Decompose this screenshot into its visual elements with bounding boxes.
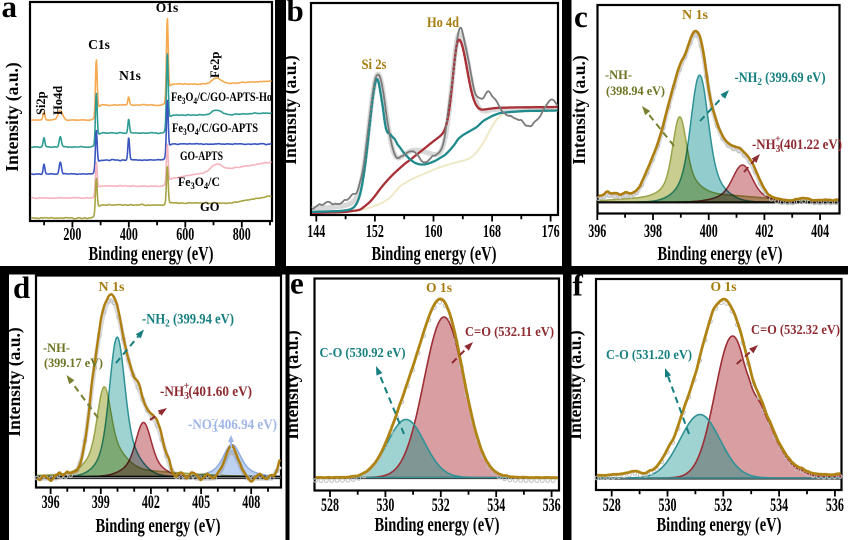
svg-text:-NH2 (399.94 eV): -NH2 (399.94 eV) xyxy=(142,312,234,330)
svg-text:Intensity (a.u.): Intensity (a.u.) xyxy=(282,330,302,440)
svg-text:396: 396 xyxy=(42,492,60,513)
svg-text:Intensity (a.u.): Intensity (a.u.) xyxy=(565,330,585,440)
svg-text:528: 528 xyxy=(321,495,339,516)
svg-text:GO: GO xyxy=(200,200,220,214)
svg-text:a: a xyxy=(2,0,18,24)
svg-text:-NH-: -NH- xyxy=(43,341,70,355)
svg-text:d: d xyxy=(13,270,30,305)
svg-text:C1s: C1s xyxy=(88,37,110,52)
svg-text:534: 534 xyxy=(487,495,505,516)
svg-text:C-O (531.20 eV): C-O (531.20 eV) xyxy=(606,347,692,362)
svg-text:400: 400 xyxy=(120,224,138,244)
svg-text:-NH3+(401.22 eV): -NH3+(401.22 eV) xyxy=(752,133,842,155)
svg-text:528: 528 xyxy=(603,495,621,516)
svg-text:Fe3O4/C: Fe3O4/C xyxy=(178,175,220,191)
svg-text:402: 402 xyxy=(142,492,160,513)
svg-text:405: 405 xyxy=(192,492,210,513)
svg-text:Fe3O4/C/GO-APTS-Ho: Fe3O4/C/GO-APTS-Ho xyxy=(171,90,272,106)
svg-text:532: 532 xyxy=(714,495,732,516)
svg-text:Intensity (a.u.): Intensity (a.u.) xyxy=(2,62,22,172)
svg-text:530: 530 xyxy=(376,495,394,516)
svg-text:176: 176 xyxy=(542,221,560,241)
svg-text:(398.94 eV): (398.94 eV) xyxy=(606,84,665,98)
svg-text:168: 168 xyxy=(483,221,501,241)
svg-text:O 1s: O 1s xyxy=(426,281,453,296)
svg-text:e: e xyxy=(290,266,304,301)
svg-text:536: 536 xyxy=(826,495,844,516)
svg-text:Si2p: Si2p xyxy=(34,91,48,115)
svg-text:408: 408 xyxy=(242,492,260,513)
svg-text:200: 200 xyxy=(63,224,81,244)
svg-text:402: 402 xyxy=(755,221,773,242)
svg-text:144: 144 xyxy=(307,221,325,241)
svg-text:398: 398 xyxy=(644,221,662,242)
svg-text:160: 160 xyxy=(424,221,442,241)
svg-text:f: f xyxy=(573,268,584,303)
svg-text:Fe3O4/C/GO-APTS: Fe3O4/C/GO-APTS xyxy=(172,121,258,137)
svg-text:b: b xyxy=(287,0,304,28)
svg-text:N1s: N1s xyxy=(119,68,141,83)
svg-text:Fe2p: Fe2p xyxy=(208,52,222,78)
svg-text:Binding energy (eV): Binding energy (eV) xyxy=(658,244,783,265)
svg-text:Intensity (a.u.): Intensity (a.u.) xyxy=(4,327,24,437)
svg-text:C=O (532.32 eV): C=O (532.32 eV) xyxy=(751,322,840,337)
svg-text:C=O (532.11 eV): C=O (532.11 eV) xyxy=(465,324,554,339)
svg-text:399: 399 xyxy=(92,492,110,513)
svg-text:152: 152 xyxy=(366,221,384,241)
svg-text:c: c xyxy=(574,0,588,34)
svg-text:532: 532 xyxy=(432,495,450,516)
svg-text:(399.17 eV): (399.17 eV) xyxy=(44,356,103,370)
svg-text:N 1s: N 1s xyxy=(682,8,709,23)
svg-text:O 1s: O 1s xyxy=(711,280,738,295)
svg-text:534: 534 xyxy=(770,495,788,516)
svg-text:Binding energy (eV): Binding energy (eV) xyxy=(372,244,497,265)
svg-text:396: 396 xyxy=(588,221,606,242)
svg-text:Binding energy (eV): Binding energy (eV) xyxy=(375,515,500,536)
svg-text:-NH-: -NH- xyxy=(605,68,632,82)
svg-text:400: 400 xyxy=(700,221,718,242)
svg-text:600: 600 xyxy=(176,224,194,244)
svg-text:Si 2s: Si 2s xyxy=(362,57,387,73)
svg-text:-NH2 (399.69 eV): -NH2 (399.69 eV) xyxy=(735,70,826,88)
svg-text:C-O (530.92 eV): C-O (530.92 eV) xyxy=(320,345,406,360)
svg-text:800: 800 xyxy=(233,224,251,244)
svg-text:530: 530 xyxy=(659,495,677,516)
svg-text:Intensity (a.u.): Intensity (a.u.) xyxy=(569,55,589,165)
svg-text:-NO3-(406.94 eV): -NO3-(406.94 eV) xyxy=(188,413,277,435)
svg-text:Binding energy (eV): Binding energy (eV) xyxy=(657,515,782,536)
svg-text:GO-APTS: GO-APTS xyxy=(180,149,223,163)
svg-text:Binding energy (eV): Binding energy (eV) xyxy=(96,516,221,537)
svg-text:Ho 4d: Ho 4d xyxy=(427,15,460,31)
svg-text:Ho4d: Ho4d xyxy=(51,86,65,115)
svg-text:Binding energy (eV): Binding energy (eV) xyxy=(89,244,214,265)
svg-text:404: 404 xyxy=(811,221,829,242)
svg-text:-NH3+(401.60 eV): -NH3+(401.60 eV) xyxy=(160,380,252,402)
svg-text:Intensity (a.u.): Intensity (a.u.) xyxy=(280,55,300,165)
svg-text:536: 536 xyxy=(543,495,561,516)
svg-text:O1s: O1s xyxy=(156,0,179,15)
svg-text:N 1s: N 1s xyxy=(99,280,126,295)
